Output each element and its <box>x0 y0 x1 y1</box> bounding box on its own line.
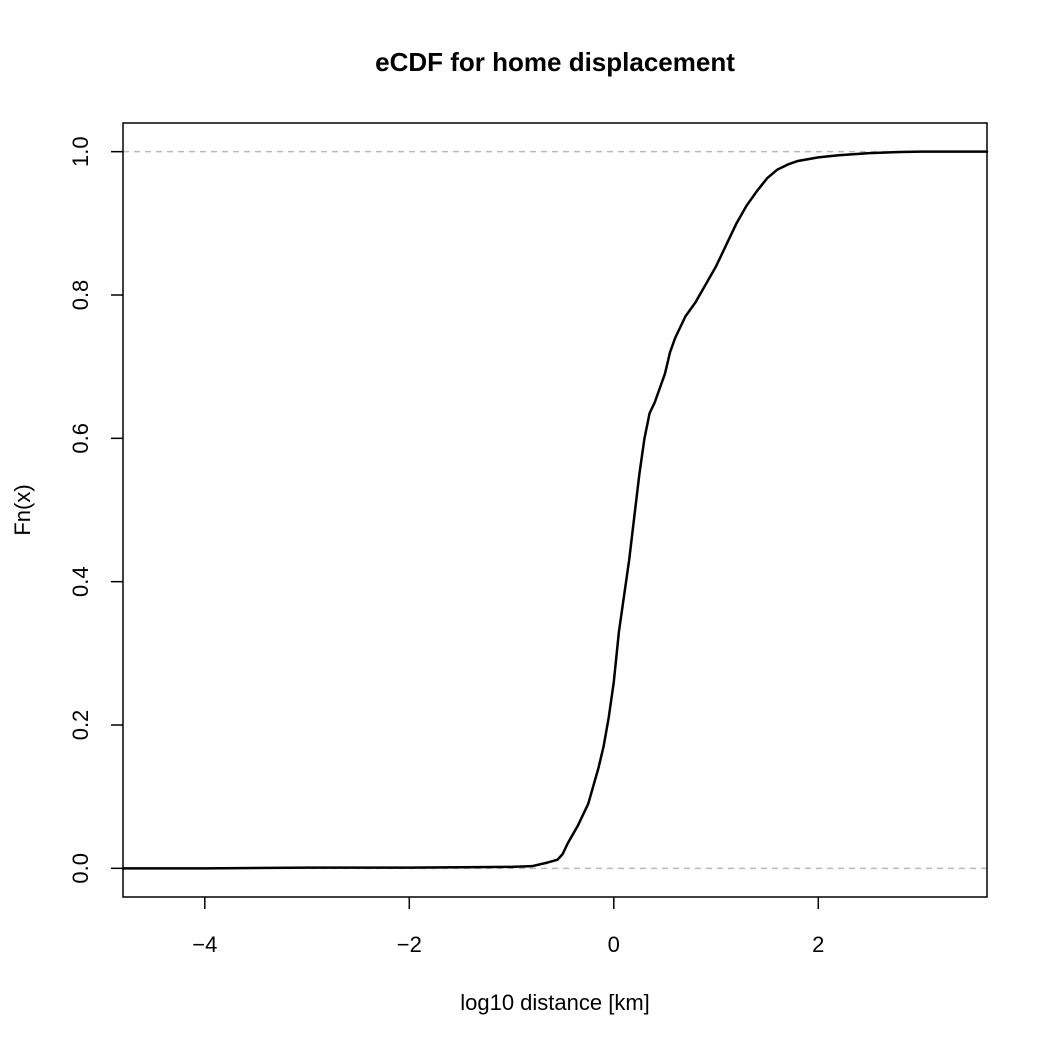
plot-frame <box>122 122 988 898</box>
y-tick-label: 0.6 <box>68 423 93 454</box>
x-tick-label: −2 <box>397 932 422 957</box>
x-tick-label: 0 <box>608 932 620 957</box>
x-axis-title: log10 distance [km] <box>460 990 650 1015</box>
chart-title: eCDF for home displacement <box>375 47 735 77</box>
x-tick-label: 2 <box>812 932 824 957</box>
x-tick-label: −4 <box>192 932 217 957</box>
reference-lines <box>123 150 987 870</box>
y-tick-label: 0.8 <box>68 280 93 311</box>
series-layer <box>121 150 989 870</box>
y-tick-label: 1.0 <box>68 136 93 167</box>
y-tick-label: 0.0 <box>68 853 93 884</box>
y-tick-label: 0.4 <box>68 566 93 597</box>
y-tick-label: 0.2 <box>68 710 93 741</box>
y-axis: 0.0 0.2 0.4 0.6 0.8 1.0 <box>68 136 123 884</box>
y-axis-title: Fn(x) <box>10 484 35 535</box>
ecdf-series-line <box>121 150 989 870</box>
x-axis: −4 −2 0 2 <box>192 897 824 957</box>
